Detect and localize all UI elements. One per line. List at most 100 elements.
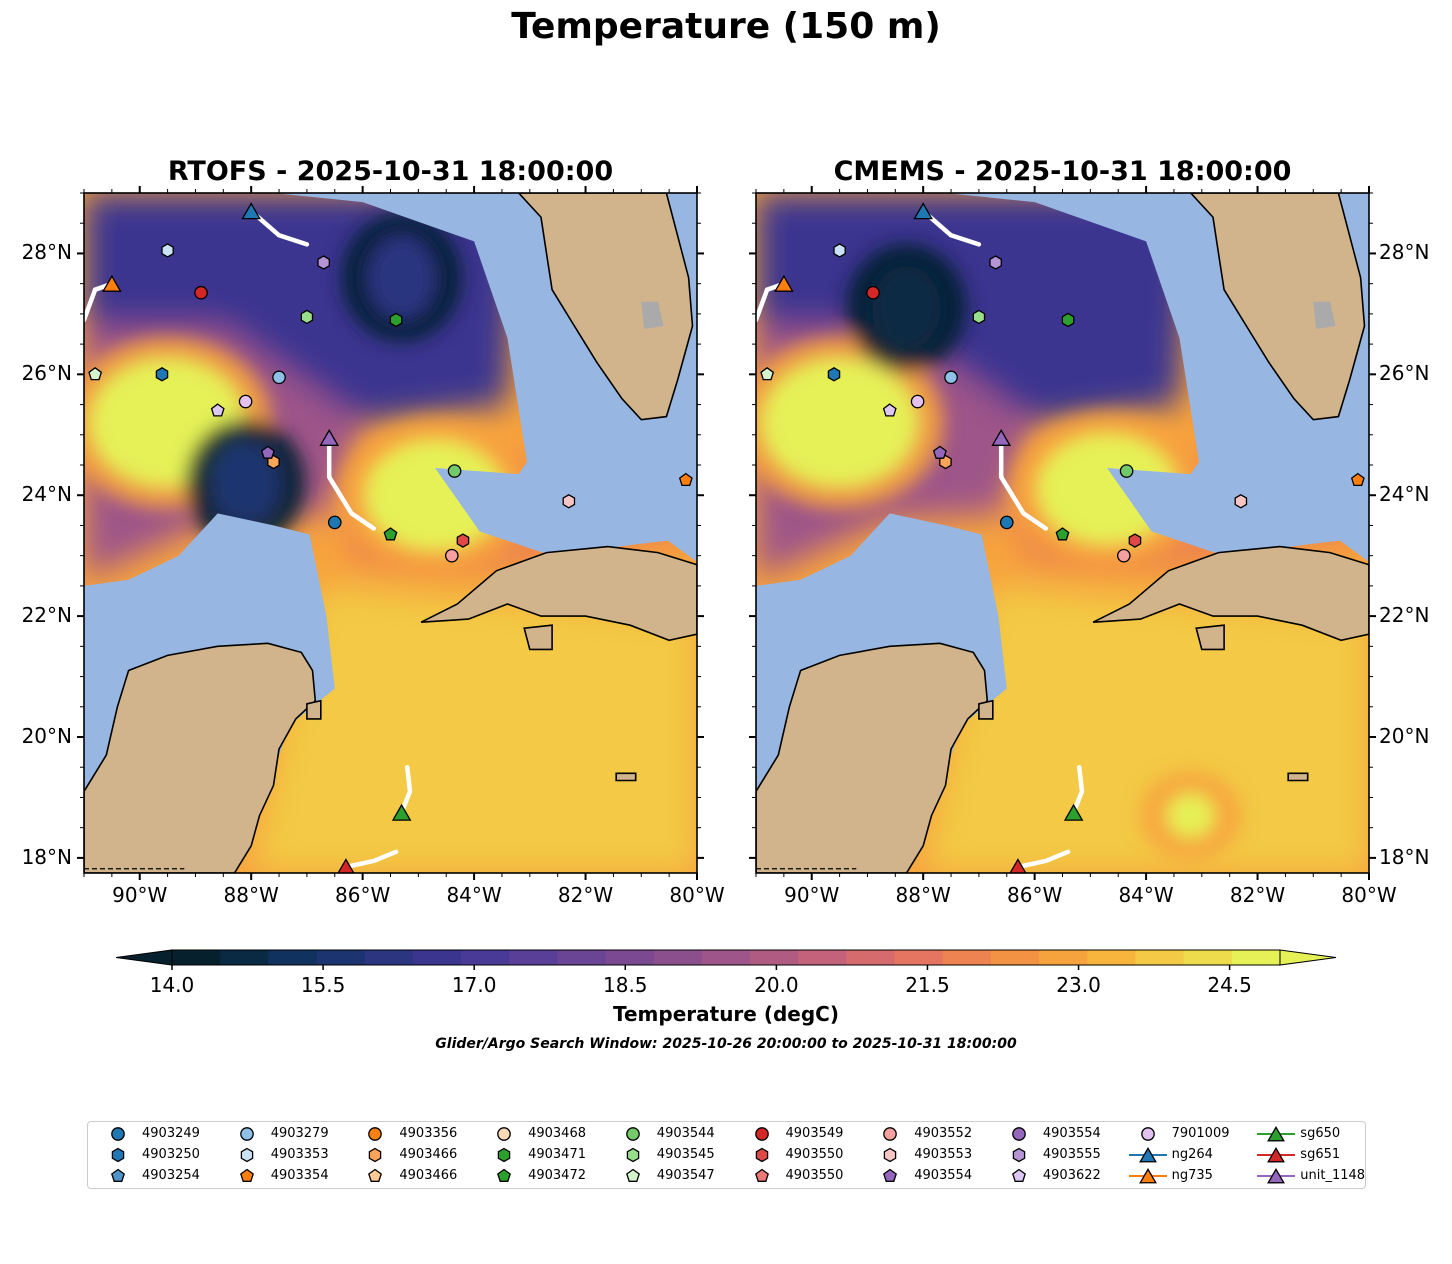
legend-label: 4903249 (142, 1126, 200, 1141)
legend-label: 4903466 (399, 1168, 458, 1183)
float-marker-4903472 (383, 527, 398, 541)
float-marker-4903550 (456, 533, 470, 548)
float-marker-4903279 (272, 370, 286, 385)
legend-label: 4903622 (1042, 1168, 1101, 1183)
legend-marker-pentagon-icon (368, 1168, 383, 1182)
legend-label: 4903254 (142, 1168, 200, 1183)
float-marker-4903555 (317, 255, 330, 270)
map-panel-rtofs (77, 186, 704, 880)
float-marker-4903354 (678, 472, 693, 487)
glider-marker-ng264 (241, 202, 261, 220)
y-tick-label-right: 18°N (1379, 844, 1430, 869)
legend-label: ng735 (1171, 1168, 1213, 1183)
float-marker-4903545 (972, 309, 986, 325)
map-panel-cmems (749, 186, 1376, 880)
x-tick-label: 84°W (1118, 883, 1174, 907)
float-marker-4903472 (1055, 527, 1070, 541)
legend-marker-triangle-icon (1128, 1147, 1167, 1163)
legend-marker-circle-icon (497, 1127, 511, 1141)
colorbar-label: Temperature (degC) (613, 1002, 839, 1026)
legend-marker-circle-icon (883, 1127, 898, 1141)
colorbar-level (605, 950, 655, 965)
colorbar-level (1087, 950, 1137, 965)
float-marker-4903552 (1116, 548, 1131, 563)
colorbar-tick-label: 15.5 (300, 973, 346, 997)
float-marker-4903544 (447, 464, 462, 478)
glider-track-unit_1148 (998, 435, 1049, 531)
legend-marker-pentagon-icon (239, 1168, 254, 1182)
float-marker-7901009 (238, 394, 253, 409)
legend-label: 4903353 (270, 1147, 329, 1162)
float-marker-4903249 (327, 515, 342, 530)
legend-marker-hexagon-icon (240, 1147, 253, 1163)
legend-marker-hexagon-icon (111, 1147, 125, 1163)
x-tick-label: 90°W (784, 883, 840, 907)
x-tick-label: 80°W (1341, 883, 1397, 907)
colorbar-tick-label: 21.5 (905, 973, 950, 997)
float-marker-4903354 (1350, 472, 1365, 487)
legend-label: 4903354 (270, 1168, 329, 1183)
y-tick-label-left: 24°N (21, 482, 72, 507)
x-tick-label: 80°W (669, 883, 725, 907)
legend-marker-hexagon-icon (1012, 1147, 1026, 1163)
legend-label: 4903553 (914, 1147, 973, 1162)
float-marker-4903550 (1128, 533, 1142, 548)
panel-title-rtofs: RTOFS - 2025-10-31 18:00:00 (167, 156, 614, 187)
y-tick-label-right: 20°N (1379, 724, 1430, 748)
y-tick-label-left: 20°N (21, 724, 72, 748)
x-tick-label: 88°W (895, 883, 951, 907)
legend-label: sg650 (1300, 1126, 1341, 1141)
y-tick-label-left: 18°N (21, 844, 72, 869)
float-marker-4903552 (444, 548, 459, 563)
glider-marker-ng264 (913, 202, 933, 220)
float-marker-4903553 (1234, 494, 1248, 509)
glider-track-sg650 (399, 764, 413, 815)
legend-label: 4903466 (399, 1147, 458, 1162)
glider-track-unit_1148 (326, 435, 377, 531)
search-window-note: Glider/Argo Search Window: 2025-10-26 20… (435, 1036, 1017, 1052)
legend-label: 4903250 (142, 1147, 200, 1162)
colorbar-level (412, 950, 462, 965)
legend-marker-pentagon-icon (1011, 1168, 1026, 1182)
float-marker-4903547 (88, 366, 103, 381)
float-marker-4903622 (882, 403, 897, 417)
colorbar-level (557, 950, 607, 965)
legend-marker-hexagon-icon (626, 1147, 640, 1163)
legend-marker-pentagon-icon (497, 1168, 512, 1182)
colorbar-level (894, 950, 944, 965)
legend-marker-pentagon-icon (754, 1168, 769, 1182)
legend-label: 7901009 (1171, 1126, 1230, 1141)
y-tick-label-left: 28°N (21, 240, 72, 265)
x-tick-label: 86°W (335, 883, 391, 907)
glider-track-sg651 (343, 849, 399, 870)
x-tick-label: 82°W (557, 883, 614, 907)
glider-marker-sg651 (337, 858, 355, 873)
legend: 4903249 4903250 4903254 4903279 4903353 49033… (87, 1121, 1366, 1189)
x-tick-label: 84°W (446, 883, 502, 907)
colorbar-level (750, 950, 799, 965)
float-marker-4903555 (989, 255, 1002, 270)
float-marker-4903554 (932, 445, 947, 459)
legend-label: 4903472 (528, 1168, 586, 1183)
glider-track-sg651 (1015, 849, 1071, 870)
glider-track-sg650 (1071, 764, 1085, 815)
legend-label: 4903550 (785, 1168, 844, 1183)
float-marker-4903549 (194, 285, 208, 300)
legend-label: 4903279 (270, 1126, 329, 1141)
float-marker-4903554 (260, 445, 275, 459)
legend-marker-circle-icon (1140, 1127, 1155, 1141)
legend-marker-hexagon-icon (497, 1147, 511, 1163)
legend-label: 4903356 (399, 1126, 458, 1141)
legend-marker-triangle-icon (1128, 1168, 1167, 1184)
colorbar-tick-label: 14.0 (149, 973, 195, 997)
colorbar-level (268, 950, 318, 965)
legend-label: 4903471 (528, 1147, 586, 1162)
float-marker-4903249 (999, 515, 1014, 530)
colorbar-level (220, 950, 269, 965)
colorbar-level (942, 950, 992, 965)
float-marker-4903353 (161, 243, 174, 258)
colorbar-level (461, 950, 510, 965)
glider-marker-ng735 (102, 274, 122, 292)
legend-marker-hexagon-icon (883, 1147, 897, 1163)
colorbar-tick-label: 17.0 (451, 973, 497, 997)
